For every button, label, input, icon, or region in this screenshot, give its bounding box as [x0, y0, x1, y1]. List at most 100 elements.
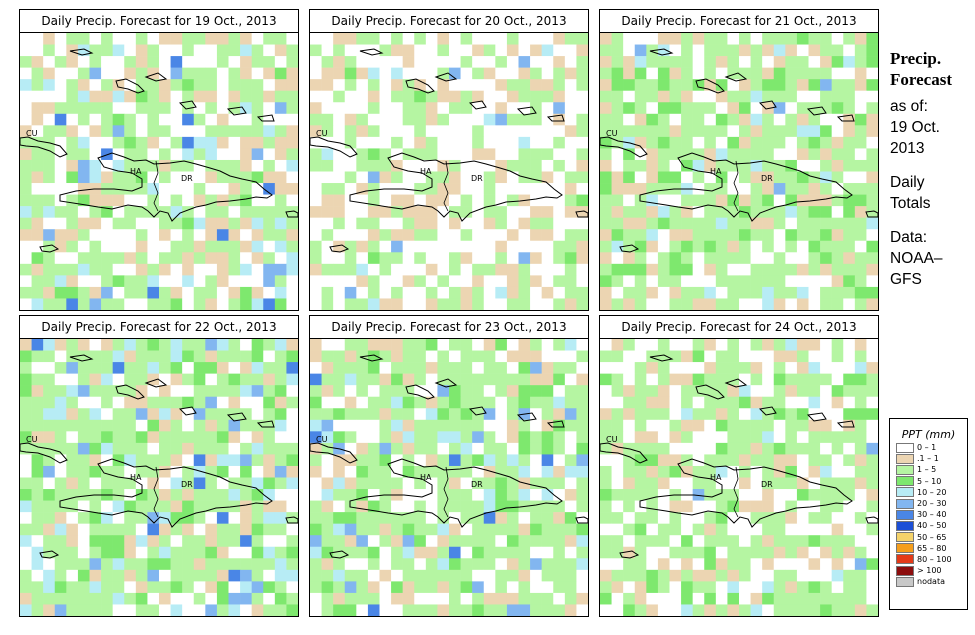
precip-cell	[831, 171, 844, 184]
precip-cell	[31, 558, 44, 571]
precip-cell	[657, 67, 670, 80]
precip-cell	[715, 44, 728, 57]
precip-cell	[228, 159, 241, 172]
precip-cell	[692, 558, 705, 571]
precip-cell	[646, 229, 659, 242]
precip-cell	[681, 535, 693, 548]
precip-cell	[367, 558, 380, 571]
precip-map: CU HA DR	[309, 32, 589, 311]
precip-cell	[170, 33, 183, 45]
precip-cell	[576, 512, 588, 524]
precip-cell	[785, 33, 798, 45]
precip-cell	[20, 569, 32, 582]
precip-cell	[182, 286, 195, 299]
precip-cell	[483, 113, 496, 126]
precip-cell	[843, 56, 856, 68]
precip-cell	[715, 113, 728, 126]
precip-cell	[101, 362, 113, 374]
precip-cell	[159, 362, 171, 374]
precip-cell	[727, 431, 740, 444]
precip-cell	[530, 90, 542, 103]
precip-cell	[425, 592, 438, 605]
precip-cell	[692, 159, 705, 172]
precip-cell	[553, 217, 566, 230]
precip-cell	[646, 523, 659, 536]
precip-cell	[391, 419, 403, 432]
precip-cell	[750, 442, 763, 455]
precip-cell	[681, 90, 693, 103]
precip-cell	[263, 362, 276, 374]
precip-cell	[506, 206, 519, 218]
precip-cell	[286, 373, 298, 386]
precip-cell	[333, 431, 346, 444]
precip-cell	[414, 373, 427, 386]
precip-cell	[437, 500, 450, 513]
precip-cell	[762, 298, 775, 310]
precip-cell	[286, 229, 298, 242]
precip-cell	[564, 350, 577, 363]
precip-cell	[263, 523, 276, 536]
precip-cell	[600, 90, 612, 103]
precip-cell	[402, 44, 415, 57]
precip-cell	[391, 298, 403, 310]
precip-cell	[77, 194, 90, 207]
precip-cell	[112, 442, 125, 455]
precip-cell	[831, 431, 844, 444]
precip-cell	[344, 558, 357, 571]
precip-cell	[391, 523, 403, 536]
precip-cell	[43, 33, 56, 45]
precip-cell	[762, 113, 775, 126]
precip-cell	[263, 339, 276, 351]
precip-cell	[170, 56, 183, 68]
precip-cell	[240, 465, 252, 478]
precip-cell	[692, 33, 705, 45]
precip-cell	[460, 385, 473, 398]
precip-cell	[727, 206, 740, 218]
precip-cell	[681, 465, 693, 478]
precip-cell	[344, 408, 357, 421]
precip-cell	[20, 125, 32, 138]
precip-cell	[530, 604, 542, 616]
precip-cell	[483, 431, 496, 444]
precip-cell	[205, 113, 218, 126]
precip-cell	[170, 148, 183, 161]
precip-cell	[634, 558, 647, 571]
precip-cell	[112, 373, 125, 386]
haiti-label: HA	[710, 473, 722, 482]
precip-cell	[739, 523, 751, 536]
precip-cell	[147, 512, 160, 524]
precip-cell	[43, 523, 56, 536]
precip-cell	[541, 569, 554, 582]
precip-cell	[564, 33, 577, 45]
precip-cell	[402, 454, 415, 467]
precip-cell	[54, 442, 67, 455]
precip-cell	[391, 252, 403, 265]
legend-swatch	[896, 576, 914, 587]
precip-cell	[356, 569, 369, 582]
precip-cell	[739, 477, 751, 490]
precip-cell	[147, 569, 160, 582]
precip-cell	[681, 339, 693, 351]
precip-cell	[634, 229, 647, 242]
precip-cell	[681, 67, 693, 80]
precip-cell	[750, 465, 763, 478]
precip-cell	[785, 408, 798, 421]
precip-cell	[762, 442, 775, 455]
precip-cell	[437, 592, 450, 605]
precip-cell	[472, 581, 485, 594]
precip-cell	[54, 159, 67, 172]
precip-cell	[135, 396, 148, 409]
precip-cell	[808, 431, 821, 444]
precip-cell	[483, 171, 496, 184]
precip-cell	[866, 125, 878, 138]
precip-cell	[704, 569, 717, 582]
precip-cell	[785, 385, 798, 398]
precip-cell	[20, 102, 32, 115]
precip-cell	[159, 217, 171, 230]
island-coastline	[619, 550, 640, 559]
precip-cell	[518, 275, 531, 288]
precip-cell	[472, 339, 485, 351]
precip-cell	[414, 431, 427, 444]
island-coastline	[516, 412, 537, 422]
island-coastline	[434, 72, 458, 82]
